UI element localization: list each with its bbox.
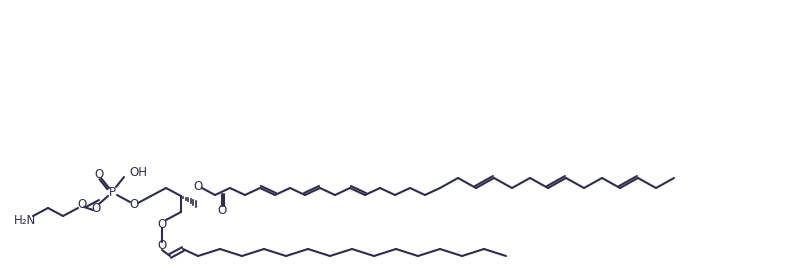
Text: O: O bbox=[217, 203, 226, 217]
Text: O: O bbox=[157, 218, 167, 230]
Text: O: O bbox=[77, 198, 87, 211]
Text: O: O bbox=[95, 167, 103, 180]
Text: H₂N: H₂N bbox=[14, 214, 36, 226]
Text: O: O bbox=[91, 202, 100, 214]
Text: O: O bbox=[193, 179, 202, 193]
Text: O: O bbox=[157, 239, 167, 253]
Text: O: O bbox=[129, 198, 139, 211]
Text: OH: OH bbox=[129, 167, 147, 179]
Text: P: P bbox=[108, 186, 115, 198]
